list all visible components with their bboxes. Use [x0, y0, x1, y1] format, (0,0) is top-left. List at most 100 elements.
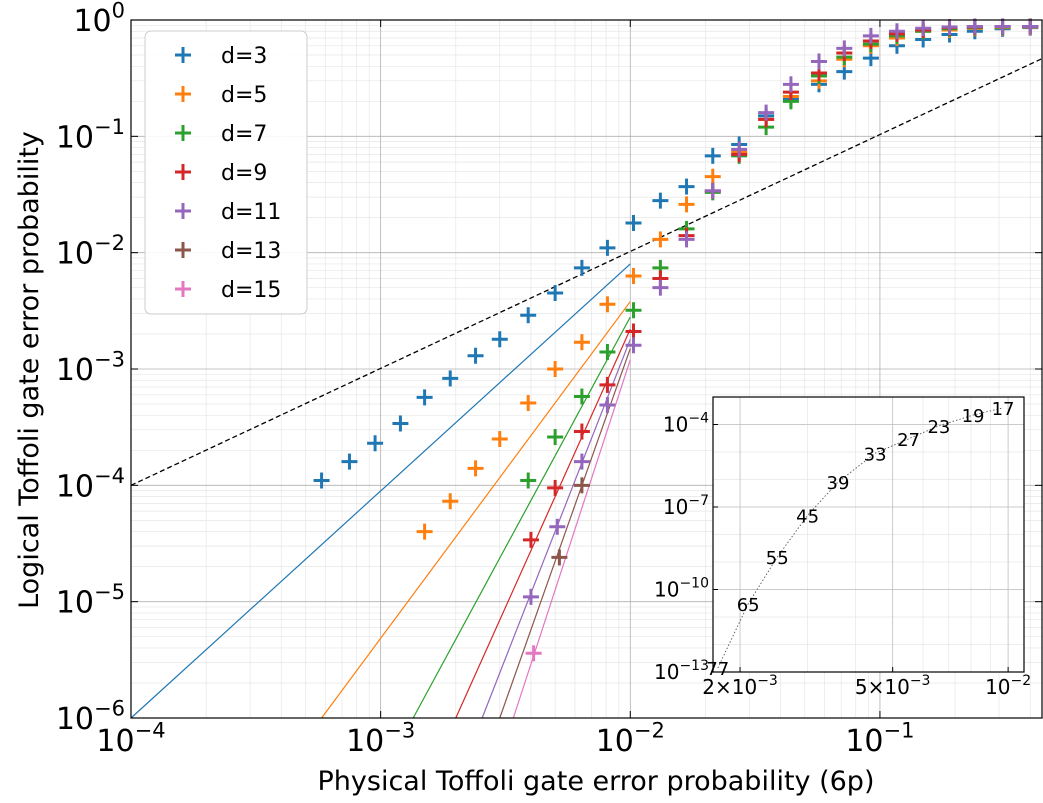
inset-point-label: 39 — [827, 473, 850, 494]
data-point — [731, 141, 748, 158]
data-point — [625, 337, 642, 354]
data-point — [367, 435, 384, 452]
inset-point-label: 33 — [864, 444, 887, 465]
legend-marker — [175, 242, 191, 258]
legend-entry: d=7 — [221, 122, 267, 147]
data-point — [547, 285, 564, 302]
y-tick-label: 10−1 — [56, 115, 125, 156]
x-tick-label: 10−3 — [346, 719, 415, 760]
data-point — [525, 645, 542, 662]
inset-point-label: 65 — [737, 595, 760, 616]
data-point — [625, 302, 642, 319]
main-ticks — [130, 19, 1042, 719]
data-point — [313, 472, 330, 489]
legend-marker — [175, 281, 191, 297]
legend-marker — [175, 47, 191, 63]
inset-point-label: 45 — [796, 506, 819, 527]
data-point — [520, 395, 537, 412]
data-point — [442, 493, 459, 510]
inset-point-label: 27 — [897, 430, 920, 451]
data-point — [915, 20, 932, 37]
y-tick-label: 100 — [73, 0, 125, 39]
legend-marker — [175, 86, 191, 102]
data-point — [966, 18, 983, 35]
inset-point-label: 77 — [706, 659, 729, 680]
inset-x-tick-label: 2×10−3 — [702, 673, 778, 699]
data-point — [704, 182, 721, 199]
data-point — [599, 239, 616, 256]
inset-point-label: 19 — [962, 406, 985, 427]
data-point — [573, 423, 590, 440]
data-point — [678, 231, 695, 248]
legend-entry: d=3 — [221, 44, 267, 69]
x-tick-label: 10−1 — [845, 719, 914, 760]
data-point — [599, 344, 616, 361]
data-point — [551, 549, 568, 566]
data-point — [625, 214, 642, 231]
data-point — [652, 279, 669, 296]
legend-entry: d=15 — [221, 278, 281, 303]
data-point — [599, 296, 616, 313]
data-point — [573, 334, 590, 351]
data-point — [520, 307, 537, 324]
data-point — [625, 323, 642, 340]
fit-line — [130, 263, 631, 719]
data-point — [994, 18, 1011, 35]
data-point — [416, 389, 433, 406]
data-point — [547, 479, 564, 496]
y-tick-label: 10−6 — [56, 697, 125, 738]
inset-point-label: 17 — [992, 399, 1015, 420]
data-point — [1022, 18, 1039, 35]
data-point — [599, 397, 616, 414]
data-point — [573, 453, 590, 470]
fit-line — [412, 316, 631, 719]
inset-x-tick-label: 10−2 — [985, 673, 1031, 699]
legend-entry: d=9 — [221, 161, 267, 186]
inset-point-label: 23 — [927, 417, 950, 438]
data-point — [862, 27, 879, 44]
data-point — [522, 531, 539, 548]
data-point — [810, 53, 827, 70]
inset-chart: 77 65 55 45 39 33 27 23 19 17 2×10−3 5×10−3 10−2 10−1… — [654, 396, 1031, 699]
legend-box — [144, 30, 308, 315]
inset-y-tick-label: 10−4 — [663, 411, 709, 437]
data-point — [549, 518, 566, 535]
data-point — [652, 231, 669, 248]
legend-marker — [175, 164, 191, 180]
data-point — [491, 431, 508, 448]
y-tick-label: 10−5 — [56, 580, 125, 621]
data-point — [678, 178, 695, 195]
data-point — [573, 388, 590, 405]
data-point — [704, 168, 721, 185]
data-point — [678, 196, 695, 213]
main-tick-labels: 10−4 10−3 10−2 10−1 10−6 10−5 10−4 10−3 10−2 10−1… — [56, 0, 915, 759]
data-point — [520, 472, 537, 489]
data-point — [625, 268, 642, 285]
data-point — [467, 347, 484, 364]
data-point — [836, 40, 853, 57]
inset-frame — [712, 396, 1025, 673]
inset-y-tick-label: 10−13 — [654, 658, 709, 684]
x-tick-label: 10−2 — [596, 719, 665, 760]
data-point — [782, 76, 799, 93]
legend-entry: d=13 — [221, 239, 281, 264]
inset-y-tick-label: 10−7 — [663, 493, 709, 519]
legend-marker — [175, 203, 191, 219]
y-axis-label: Logical Toffoli gate error probability — [14, 131, 45, 609]
legend-entry: d=5 — [221, 83, 267, 108]
fit-line — [455, 328, 631, 719]
inset-y-tick-label: 10−10 — [654, 576, 709, 602]
data-point — [547, 361, 564, 377]
data-point — [547, 429, 564, 446]
data-point — [416, 523, 433, 540]
legend: d=3 d=5 d=7 d=9 d=11 d=13 d=15 — [144, 30, 308, 315]
data-point — [573, 477, 590, 494]
data-point — [941, 19, 958, 36]
data-point — [888, 23, 905, 40]
y-tick-label: 10−2 — [56, 231, 125, 272]
y-tick-label: 10−3 — [56, 348, 125, 389]
inset-curve — [717, 407, 1004, 669]
data-point — [442, 370, 459, 387]
fit-line — [321, 301, 631, 719]
